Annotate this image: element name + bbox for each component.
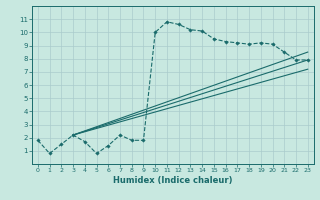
X-axis label: Humidex (Indice chaleur): Humidex (Indice chaleur): [113, 176, 233, 185]
